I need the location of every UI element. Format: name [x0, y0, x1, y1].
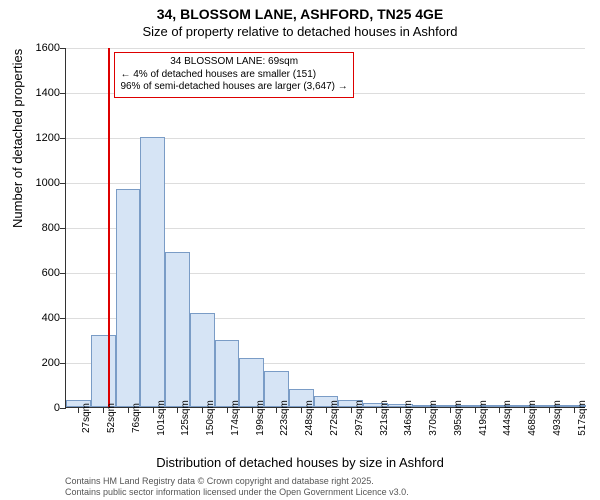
x-tick [499, 407, 500, 413]
x-tick-label: 125sqm [180, 400, 191, 436]
x-tick [524, 407, 525, 413]
histogram-bar [91, 335, 116, 407]
histogram-bar [116, 189, 141, 407]
x-tick [301, 407, 302, 413]
x-tick [103, 407, 104, 413]
histogram-bar [215, 340, 240, 408]
x-tick [475, 407, 476, 413]
x-tick-label: 493sqm [552, 400, 563, 436]
x-tick [177, 407, 178, 413]
y-tick [60, 183, 66, 184]
y-tick [60, 318, 66, 319]
grid-line [66, 48, 585, 49]
x-tick [351, 407, 352, 413]
x-tick-label: 346sqm [403, 400, 414, 436]
y-tick-label: 600 [20, 267, 60, 279]
x-tick-label: 321sqm [379, 400, 390, 436]
y-tick [60, 408, 66, 409]
footer-line-1: Contains HM Land Registry data © Crown c… [65, 476, 409, 487]
x-tick-label: 517sqm [577, 400, 588, 436]
x-tick-label: 468sqm [527, 400, 538, 436]
x-tick [326, 407, 327, 413]
footer-attribution: Contains HM Land Registry data © Crown c… [65, 476, 409, 498]
chart-container: 34, BLOSSOM LANE, ASHFORD, TN25 4GE Size… [0, 0, 600, 500]
histogram-bar [165, 252, 190, 407]
y-tick-label: 800 [20, 222, 60, 234]
y-tick [60, 93, 66, 94]
x-tick-label: 297sqm [354, 400, 365, 436]
x-tick-label: 174sqm [230, 400, 241, 436]
histogram-bar [190, 313, 215, 408]
annotation-line: 96% of semi-detached houses are larger (… [120, 81, 347, 94]
y-tick-label: 0 [20, 402, 60, 414]
x-tick-label: 419sqm [478, 400, 489, 436]
y-tick [60, 138, 66, 139]
y-tick [60, 48, 66, 49]
x-tick [376, 407, 377, 413]
y-tick [60, 228, 66, 229]
x-tick-label: 272sqm [329, 400, 340, 436]
x-tick [425, 407, 426, 413]
y-tick-label: 1200 [20, 132, 60, 144]
chart-subtitle: Size of property relative to detached ho… [0, 24, 600, 39]
x-tick [153, 407, 154, 413]
x-tick-label: 101sqm [156, 400, 167, 436]
x-tick-label: 76sqm [131, 403, 142, 433]
x-tick-label: 444sqm [502, 400, 513, 436]
x-tick [549, 407, 550, 413]
marker-line [108, 48, 110, 407]
x-tick-label: 199sqm [255, 400, 266, 436]
x-tick-label: 150sqm [205, 400, 216, 436]
x-tick-label: 223sqm [279, 400, 290, 436]
annotation-box: 34 BLOSSOM LANE: 69sqm← 4% of detached h… [114, 52, 353, 98]
footer-line-2: Contains public sector information licen… [65, 487, 409, 498]
y-tick-label: 1000 [20, 177, 60, 189]
x-tick-label: 27sqm [81, 403, 92, 433]
x-tick-label: 248sqm [304, 400, 315, 436]
plot-area: 34 BLOSSOM LANE: 69sqm← 4% of detached h… [65, 48, 585, 408]
x-tick [128, 407, 129, 413]
y-tick [60, 363, 66, 364]
y-tick-label: 400 [20, 312, 60, 324]
annotation-line: 34 BLOSSOM LANE: 69sqm [120, 56, 347, 69]
y-tick-label: 1600 [20, 42, 60, 54]
x-tick [400, 407, 401, 413]
x-tick [574, 407, 575, 413]
x-tick [78, 407, 79, 413]
histogram-bar [140, 137, 165, 407]
x-tick-label: 52sqm [106, 403, 117, 433]
x-tick-label: 395sqm [453, 400, 464, 436]
y-tick-label: 200 [20, 357, 60, 369]
x-tick [276, 407, 277, 413]
x-tick [252, 407, 253, 413]
x-tick [450, 407, 451, 413]
x-tick [227, 407, 228, 413]
chart-title: 34, BLOSSOM LANE, ASHFORD, TN25 4GE [0, 6, 600, 22]
y-tick [60, 273, 66, 274]
x-axis-title: Distribution of detached houses by size … [0, 455, 600, 470]
x-tick [202, 407, 203, 413]
annotation-line: ← 4% of detached houses are smaller (151… [120, 69, 347, 82]
y-tick-label: 1400 [20, 87, 60, 99]
x-tick-label: 370sqm [428, 400, 439, 436]
